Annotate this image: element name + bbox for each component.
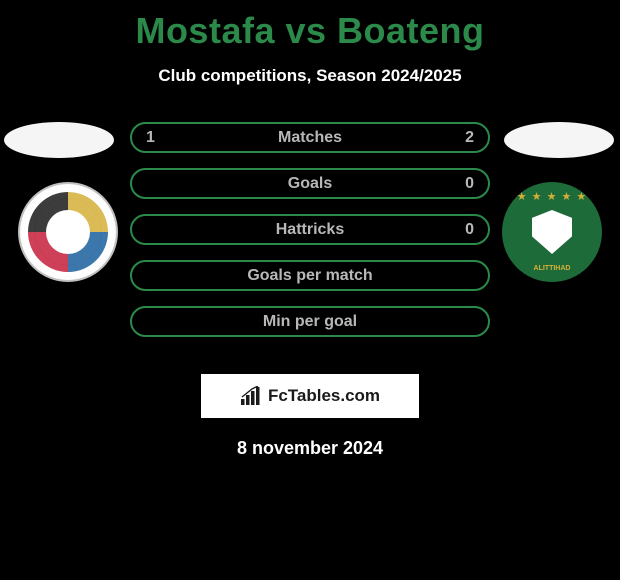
branding-banner: FcTables.com (201, 374, 419, 418)
stat-row-hattricks: Hattricks 0 (130, 214, 490, 245)
page-title: Mostafa vs Boateng (0, 0, 620, 52)
branding-text: FcTables.com (268, 386, 380, 406)
chart-icon (240, 386, 262, 406)
stat-label: Hattricks (276, 221, 344, 239)
stats-area: ★ ★ ★ ★ ★ ALITTIHAD 1 Matches 2 Goals 0 … (0, 122, 620, 362)
club-badge-right: ★ ★ ★ ★ ★ ALITTIHAD (502, 182, 602, 282)
club-badge-left (18, 182, 118, 282)
stat-label: Goals per match (247, 267, 372, 285)
stat-right-value: 0 (465, 221, 474, 239)
badge-right-stars: ★ ★ ★ ★ ★ (502, 190, 602, 203)
date-text: 8 november 2024 (0, 438, 620, 459)
badge-right-shield (532, 210, 572, 254)
season-subtitle: Club competitions, Season 2024/2025 (0, 66, 620, 86)
stat-right-value: 0 (465, 175, 474, 193)
stat-label: Min per goal (263, 313, 357, 331)
stat-label: Goals (288, 175, 332, 193)
stat-row-goals-per-match: Goals per match (130, 260, 490, 291)
stat-row-matches: 1 Matches 2 (130, 122, 490, 153)
badge-left-center (46, 210, 90, 254)
player-left-ellipse (4, 122, 114, 158)
player-right-ellipse (504, 122, 614, 158)
stat-right-value: 2 (465, 129, 474, 147)
stat-row-min-per-goal: Min per goal (130, 306, 490, 337)
stat-label: Matches (278, 129, 342, 147)
stat-left-value: 1 (146, 129, 155, 147)
stat-row-goals: Goals 0 (130, 168, 490, 199)
badge-right-text: ALITTIHAD (502, 265, 602, 272)
stat-rows: 1 Matches 2 Goals 0 Hattricks 0 Goals pe… (130, 122, 490, 352)
